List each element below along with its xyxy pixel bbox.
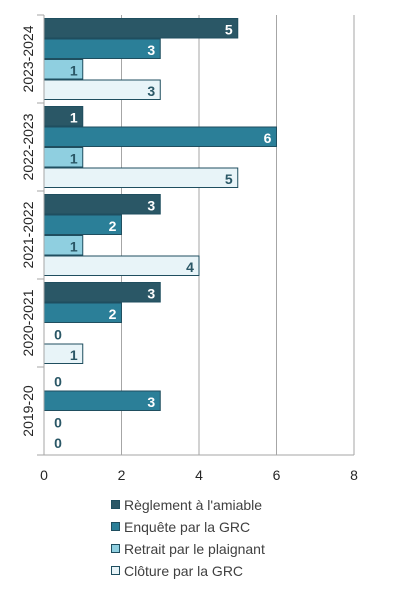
data-label: 3 xyxy=(147,394,155,410)
legend-label: Règlement à l'amiable xyxy=(124,497,263,513)
bar-chart: 2023-2024 5 3 1 3 2022-2023 1 6 1 5 2021-2022 3 2 1 4 2… xyxy=(20,14,358,483)
data-label: 3 xyxy=(147,42,155,58)
data-label: 5 xyxy=(225,171,233,187)
legend-swatch xyxy=(111,522,120,531)
data-label: 1 xyxy=(70,62,78,78)
category-label: 2020-2021 xyxy=(20,289,36,356)
x-tick-label: 2 xyxy=(118,467,126,483)
legend-swatch xyxy=(111,500,120,509)
data-label: 1 xyxy=(70,347,78,363)
data-label: 4 xyxy=(186,259,194,275)
legend-item: Enquête par la GRC xyxy=(111,518,401,540)
data-label: 5 xyxy=(225,21,233,37)
legend-item: Retrait par le plaignant xyxy=(111,540,401,562)
data-label: 2 xyxy=(109,306,117,322)
category-label: 2023-2024 xyxy=(20,25,36,92)
bar xyxy=(43,282,161,303)
category-label: 2022-2023 xyxy=(20,113,36,180)
x-tick-label: 8 xyxy=(350,467,358,483)
bar xyxy=(43,167,239,188)
data-label: 2 xyxy=(109,218,117,234)
chart-legend: Règlement à l'amiable Enquête par la GRC R… xyxy=(111,496,401,584)
bar xyxy=(43,18,239,39)
bar xyxy=(43,126,277,147)
data-label: 1 xyxy=(70,150,78,166)
data-label: 0 xyxy=(54,414,62,430)
category-label: 2021-2022 xyxy=(20,201,36,268)
bar xyxy=(43,38,161,59)
legend-label: Retrait par le plaignant xyxy=(124,541,265,557)
x-tick-label: 0 xyxy=(40,467,48,483)
legend-item: Règlement à l'amiable xyxy=(111,496,401,518)
data-label: 0 xyxy=(54,435,62,451)
category-label: 2019-20 xyxy=(20,385,36,437)
legend-label: Clôture par la GRC xyxy=(124,563,244,579)
x-tick-label: 6 xyxy=(273,467,281,483)
data-label: 3 xyxy=(147,83,155,99)
data-label: 1 xyxy=(70,109,78,125)
data-label: 1 xyxy=(70,238,78,254)
bar xyxy=(43,255,200,276)
x-tick-label: 4 xyxy=(195,467,203,483)
data-label: 3 xyxy=(147,197,155,213)
bar xyxy=(43,390,161,411)
legend-label: Enquête par la GRC xyxy=(124,519,251,535)
bar xyxy=(43,194,161,215)
bar xyxy=(43,79,161,100)
legend-item: Clôture par la GRC xyxy=(111,562,401,584)
data-label: 3 xyxy=(147,285,155,301)
data-label: 0 xyxy=(54,326,62,342)
data-label: 0 xyxy=(54,373,62,389)
data-label: 6 xyxy=(264,130,272,146)
legend-swatch xyxy=(111,566,120,575)
legend-swatch xyxy=(111,544,120,553)
